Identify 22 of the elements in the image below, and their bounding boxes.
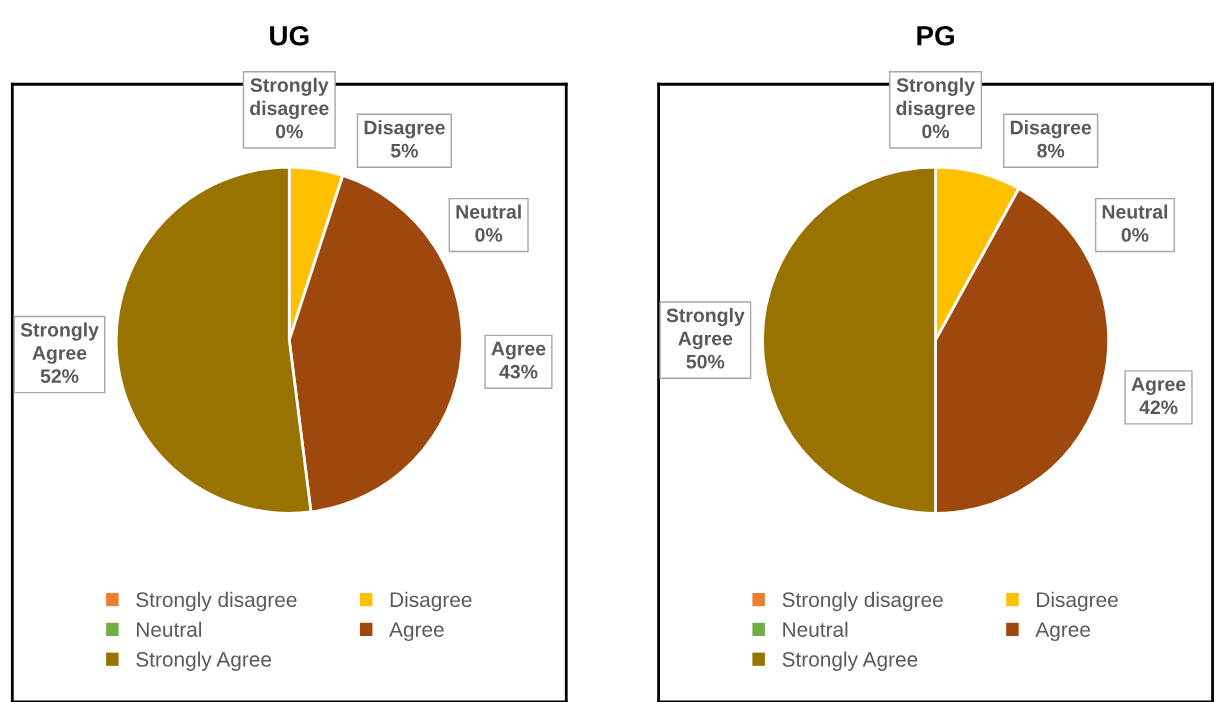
legend-label: Strongly Agree [782, 651, 918, 671]
legend-label: Strongly Agree [136, 651, 272, 671]
text: Neutral 0% [456, 204, 521, 242]
legend-label: Neutral [137, 621, 202, 637]
data-label: Agree 43% [491, 341, 546, 379]
data-label: Disagree 8% [1010, 120, 1092, 158]
legend-label: Disagree [1037, 591, 1118, 612]
chart-title: UG [270, 25, 309, 46]
text: Strongly disagree 0% [250, 77, 329, 139]
data-label: Strongly Agree 52% [20, 322, 99, 383]
legend-label: Agree [1035, 622, 1091, 642]
legend-label: Agree [389, 622, 444, 642]
data-label: Disagree 5% [364, 120, 445, 158]
legend-label: Strongly disagree [782, 591, 943, 612]
data-label: Strongly Agree 50% [666, 307, 745, 369]
legend-label: Neutral [783, 621, 848, 637]
chart-title: PG [917, 25, 954, 46]
text: Strongly disagree 0% [896, 77, 975, 139]
text: Neutral 0% [1102, 204, 1168, 242]
legend-label: Strongly disagree [136, 591, 297, 612]
legend-label: Disagree [390, 591, 472, 612]
data-label: Agree 42% [1131, 377, 1186, 415]
